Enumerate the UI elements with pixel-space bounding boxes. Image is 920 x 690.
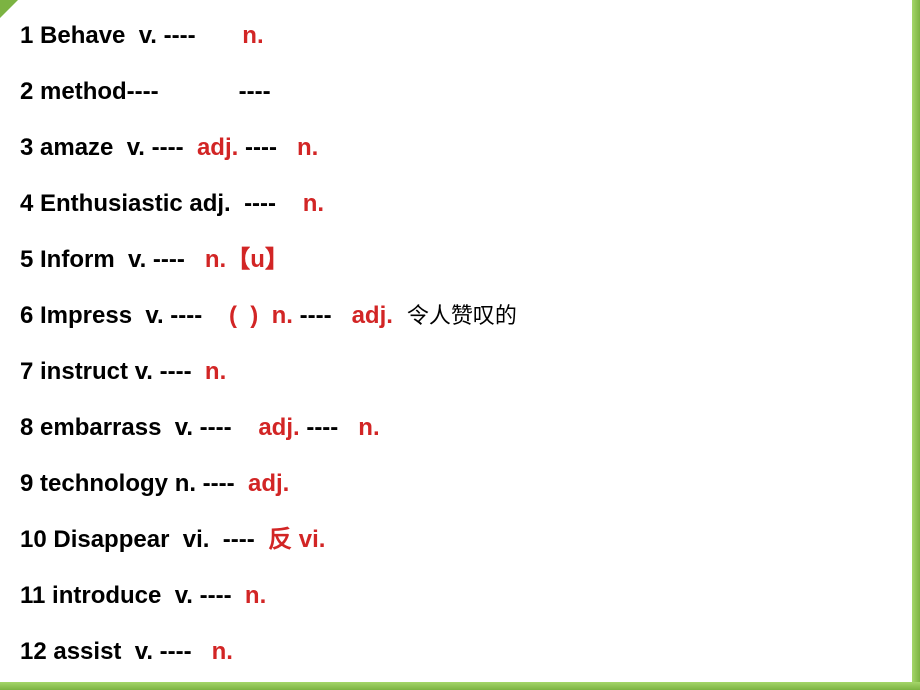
list-item: 3 amaze v. ---- adj. ---- n.	[20, 120, 900, 176]
word-text: 3 amaze v. ----	[20, 134, 197, 161]
word-text: 9 technology n. ----	[20, 470, 248, 497]
pos-tag: adj.	[248, 470, 289, 497]
list-item: 5 Inform v. ---- n.【u】	[20, 232, 900, 288]
word-line: 4 Enthusiastic adj. ---- n.	[20, 176, 324, 232]
list-item: 10 Disappear vi. ---- 反 vi.	[20, 512, 900, 568]
pos-tag: adj.	[352, 302, 393, 329]
word-line: 5 Inform v. ---- n.【u】	[20, 232, 289, 288]
word-line: 1 Behave v. ---- n.	[20, 8, 264, 64]
word-text: 11 introduce v. ----	[20, 582, 245, 609]
word-line: 2 method---- ----	[20, 64, 271, 120]
list-item: 4 Enthusiastic adj. ---- n.	[20, 176, 900, 232]
pos-tag: n.	[212, 638, 233, 665]
word-text: ----	[238, 134, 297, 161]
word-text: 2 method---- ----	[20, 78, 271, 105]
word-line: 10 Disappear vi. ---- 反 vi.	[20, 512, 325, 568]
pos-tag: n.【u】	[205, 246, 289, 273]
pos-tag: n.	[245, 582, 266, 609]
word-text: 12 assist v. ----	[20, 638, 212, 665]
word-text: 6 Impress v. ----	[20, 302, 229, 329]
word-text: ----	[293, 302, 352, 329]
word-text: 7 instruct v. ----	[20, 358, 205, 385]
pos-tag: ( ) n.	[229, 302, 293, 329]
list-item: 2 method---- ----	[20, 64, 900, 120]
word-text: 1 Behave v. ----	[20, 22, 242, 49]
corner-decoration-tl	[0, 0, 18, 18]
word-text: ----	[300, 414, 359, 441]
word-line: 12 assist v. ---- n.	[20, 624, 233, 680]
word-line: 8 embarrass v. ---- adj. ---- n.	[20, 400, 380, 456]
edge-decoration-right	[912, 0, 920, 690]
pos-tag: n.	[205, 358, 226, 385]
word-line: 7 instruct v. ---- n.	[20, 344, 226, 400]
annotation-text: 令人赞叹的	[407, 288, 517, 344]
pos-tag: n.	[297, 134, 318, 161]
word-text: 4 Enthusiastic adj. ----	[20, 190, 303, 217]
word-line: 9 technology n. ---- adj.	[20, 456, 289, 512]
list-item: 7 instruct v. ---- n.	[20, 344, 900, 400]
pos-tag: 反 vi.	[268, 526, 325, 553]
word-text: 5 Inform v. ----	[20, 246, 205, 273]
pos-tag: n.	[242, 22, 263, 49]
word-line: 11 introduce v. ---- n.	[20, 568, 266, 624]
list-item: 1 Behave v. ---- n.	[20, 8, 900, 64]
edge-decoration-bottom	[0, 682, 920, 690]
list-item: 6 Impress v. ---- ( ) n. ---- adj.令人赞叹的	[20, 288, 900, 344]
pos-tag: n.	[358, 414, 379, 441]
word-text: 8 embarrass v. ----	[20, 414, 258, 441]
list-item: 9 technology n. ---- adj.	[20, 456, 900, 512]
list-item: 12 assist v. ---- n.	[20, 624, 900, 680]
pos-tag: adj.	[258, 414, 299, 441]
slide-content: 1 Behave v. ---- n. 2 method---- ---- 3 am…	[20, 8, 900, 680]
word-line: 3 amaze v. ---- adj. ---- n.	[20, 120, 318, 176]
pos-tag: adj.	[197, 134, 238, 161]
word-line: 6 Impress v. ---- ( ) n. ---- adj.	[20, 288, 393, 344]
pos-tag: n.	[303, 190, 324, 217]
list-item: 11 introduce v. ---- n.	[20, 568, 900, 624]
list-item: 8 embarrass v. ---- adj. ---- n.	[20, 400, 900, 456]
word-text: 10 Disappear vi. ----	[20, 526, 268, 553]
